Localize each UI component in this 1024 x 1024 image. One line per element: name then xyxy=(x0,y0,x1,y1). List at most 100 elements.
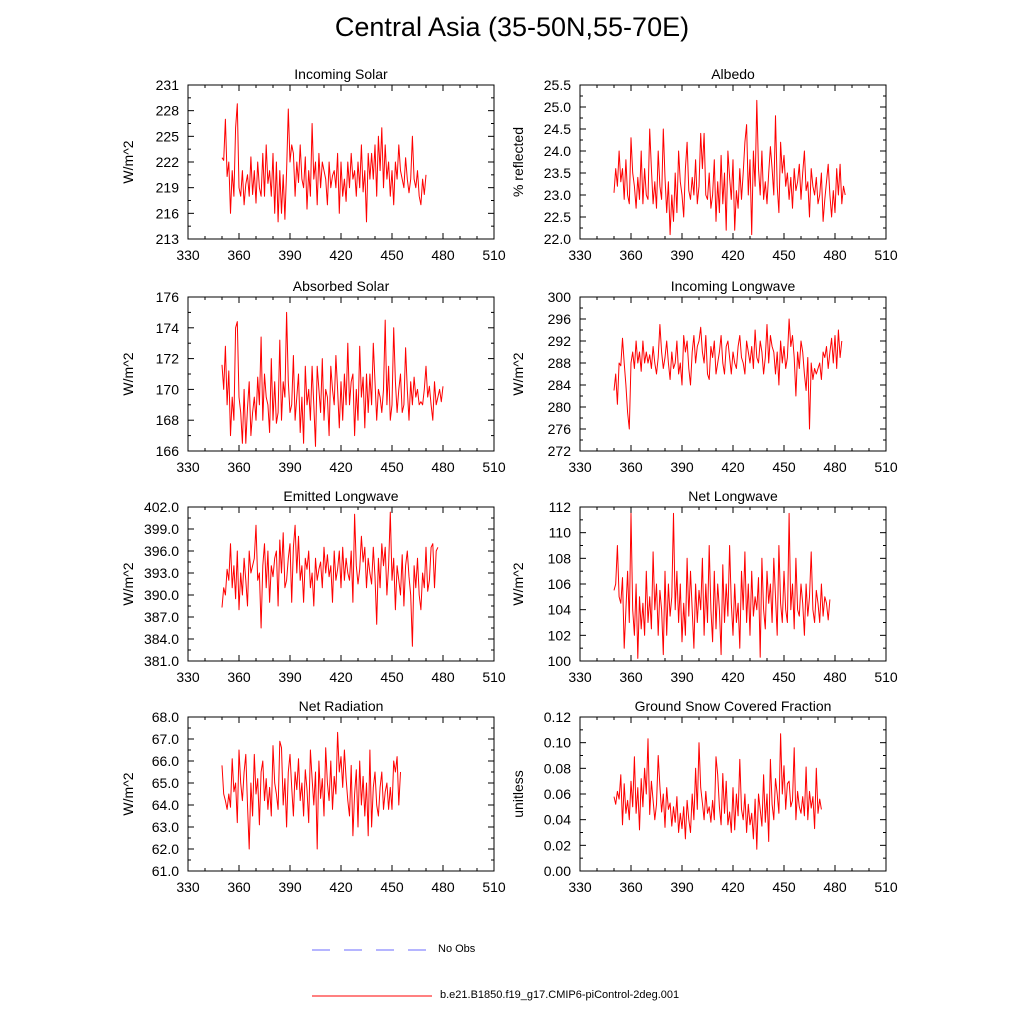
chart-panel-5: Emitted Longwave 330 360 390 420 450 480 510 381… xyxy=(120,488,506,685)
x-tick-label: 330 xyxy=(176,459,200,475)
y-tick-label: 399.0 xyxy=(144,521,179,537)
y-tick-label: 276 xyxy=(548,421,572,437)
plot-frame xyxy=(187,716,495,872)
y-tick-label: 166 xyxy=(156,443,180,459)
y-tick-label: 284 xyxy=(548,377,572,393)
y-axis-label: W/m^2 xyxy=(120,140,136,183)
y-tick-label: 0.00 xyxy=(544,863,571,879)
y-tick-label: 106 xyxy=(548,576,572,592)
x-tick-label: 330 xyxy=(568,669,592,685)
x-tick-label: 420 xyxy=(721,247,745,263)
chart-title: Incoming Solar xyxy=(294,66,388,82)
x-tick-label: 330 xyxy=(176,879,200,895)
y-tick-label: 104 xyxy=(548,602,572,618)
y-tick-label: 396.0 xyxy=(144,543,179,559)
y-tick-label: 228 xyxy=(156,103,180,119)
x-tick-label: 510 xyxy=(482,669,506,685)
y-tick-label: 292 xyxy=(548,333,572,349)
series-line-1 xyxy=(613,512,831,659)
chart-title: Net Radiation xyxy=(299,698,384,714)
x-tick-label: 510 xyxy=(482,879,506,895)
x-tick-label: 390 xyxy=(278,879,302,895)
series-line-1 xyxy=(221,511,439,647)
x-tick-label: 330 xyxy=(176,669,200,685)
y-tick-label: 24.0 xyxy=(544,143,571,159)
chart-panel-7: Net Radiation 330 360 390 420 450 480 510 61.0 62… xyxy=(120,698,506,895)
x-tick-label: 510 xyxy=(482,459,506,475)
x-tick-label: 330 xyxy=(568,459,592,475)
x-tick-label: 510 xyxy=(874,669,898,685)
y-tick-label: 24.5 xyxy=(544,121,571,137)
chart-panel-3: Absorbed Solar 330 360 390 420 450 480 510 166 16… xyxy=(120,278,506,475)
x-tick-label: 450 xyxy=(772,879,796,895)
x-tick-label: 390 xyxy=(670,879,694,895)
x-tick-label: 450 xyxy=(380,669,404,685)
x-tick-label: 420 xyxy=(329,879,353,895)
x-tick-label: 390 xyxy=(670,459,694,475)
y-tick-label: 402.0 xyxy=(144,499,179,515)
y-tick-label: 0.10 xyxy=(544,735,571,751)
y-tick-label: 67.0 xyxy=(152,731,179,747)
series-line-1 xyxy=(221,311,444,447)
x-tick-label: 330 xyxy=(568,247,592,263)
series-line-1 xyxy=(221,731,401,850)
chart-panel-1: Incoming Solar 330 360 390 420 450 480 510 213 21… xyxy=(120,66,506,263)
y-tick-label: 280 xyxy=(548,399,572,415)
x-tick-label: 420 xyxy=(329,459,353,475)
y-tick-label: 112 xyxy=(549,499,572,515)
x-tick-label: 330 xyxy=(568,879,592,895)
y-tick-label: 110 xyxy=(549,525,572,541)
x-tick-label: 450 xyxy=(772,459,796,475)
x-tick-label: 420 xyxy=(721,879,745,895)
x-tick-label: 420 xyxy=(329,669,353,685)
y-tick-label: 172 xyxy=(156,351,180,367)
x-tick-label: 360 xyxy=(619,459,643,475)
x-tick-label: 420 xyxy=(329,247,353,263)
x-tick-label: 390 xyxy=(278,459,302,475)
x-tick-label: 450 xyxy=(772,669,796,685)
legend-model: b.e21.B1850.f19_g17.CMIP6-piControl-2deg… xyxy=(0,986,1024,1006)
y-tick-label: 176 xyxy=(156,289,180,305)
chart-panel-6: Net Longwave 330 360 390 420 450 480 510 100 102 1… xyxy=(510,488,898,685)
y-tick-label: 22.0 xyxy=(544,231,571,247)
x-tick-label: 480 xyxy=(431,669,455,685)
y-tick-label: 0.06 xyxy=(544,786,571,802)
y-axis-label: W/m^2 xyxy=(510,352,526,395)
legend-model-line xyxy=(312,995,432,997)
y-tick-label: 63.0 xyxy=(152,819,179,835)
y-tick-label: 288 xyxy=(548,355,572,371)
chart-title: Ground Snow Covered Fraction xyxy=(635,698,832,714)
chart-title: Emitted Longwave xyxy=(283,488,398,504)
y-tick-label: 231 xyxy=(156,77,180,93)
y-tick-label: 168 xyxy=(156,412,180,428)
x-tick-label: 480 xyxy=(823,879,847,895)
y-tick-label: 66.0 xyxy=(152,753,179,769)
legend-obs: No Obs xyxy=(0,940,1024,960)
chart-panel-2: Albedo 330 360 390 420 450 480 510 22.0 22.5 23.0 2… xyxy=(510,66,898,263)
x-tick-label: 450 xyxy=(380,247,404,263)
y-tick-label: 390.0 xyxy=(144,587,179,603)
y-tick-label: 23.5 xyxy=(544,165,571,181)
x-tick-label: 510 xyxy=(874,247,898,263)
x-tick-label: 480 xyxy=(823,669,847,685)
x-tick-label: 510 xyxy=(874,459,898,475)
y-tick-label: 296 xyxy=(548,311,572,327)
y-tick-label: 174 xyxy=(156,320,180,336)
y-tick-label: 68.0 xyxy=(152,709,179,725)
y-tick-label: 65.0 xyxy=(152,775,179,791)
x-tick-label: 420 xyxy=(721,669,745,685)
y-tick-label: 216 xyxy=(156,205,180,221)
x-tick-label: 510 xyxy=(874,879,898,895)
x-tick-label: 360 xyxy=(227,459,251,475)
y-tick-label: 64.0 xyxy=(152,797,179,813)
series-line-1 xyxy=(613,733,822,850)
y-tick-label: 387.0 xyxy=(144,609,179,625)
x-tick-label: 360 xyxy=(227,879,251,895)
x-tick-label: 390 xyxy=(670,247,694,263)
y-tick-label: 62.0 xyxy=(152,841,179,857)
y-tick-label: 108 xyxy=(548,550,572,566)
y-tick-label: 219 xyxy=(156,180,180,196)
x-tick-label: 450 xyxy=(772,247,796,263)
chart-title: Net Longwave xyxy=(688,488,778,504)
series-line-1 xyxy=(613,318,843,430)
